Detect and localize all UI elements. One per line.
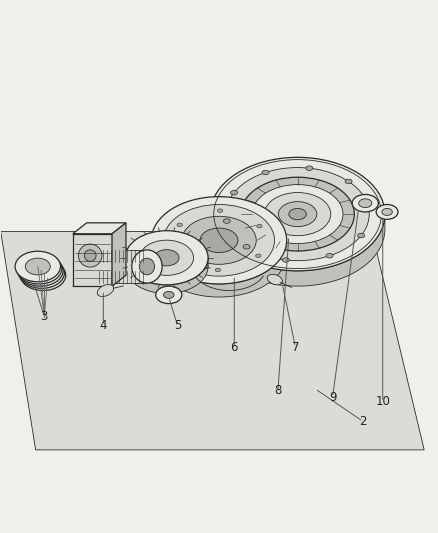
Ellipse shape bbox=[176, 253, 181, 256]
Ellipse shape bbox=[18, 256, 63, 286]
Ellipse shape bbox=[217, 209, 223, 212]
Ellipse shape bbox=[29, 265, 54, 281]
Ellipse shape bbox=[358, 233, 365, 238]
Text: 2: 2 bbox=[359, 415, 367, 428]
Polygon shape bbox=[210, 214, 385, 286]
Ellipse shape bbox=[154, 249, 179, 266]
Text: 5: 5 bbox=[174, 319, 181, 332]
Ellipse shape bbox=[84, 250, 96, 261]
Polygon shape bbox=[73, 223, 126, 234]
Ellipse shape bbox=[155, 286, 182, 304]
Text: 10: 10 bbox=[375, 395, 390, 408]
Ellipse shape bbox=[345, 179, 352, 184]
Ellipse shape bbox=[279, 201, 317, 227]
Ellipse shape bbox=[256, 254, 261, 257]
Ellipse shape bbox=[283, 258, 290, 262]
Ellipse shape bbox=[125, 260, 208, 273]
Ellipse shape bbox=[19, 258, 64, 288]
Ellipse shape bbox=[243, 245, 250, 249]
Ellipse shape bbox=[200, 228, 238, 253]
Polygon shape bbox=[73, 275, 126, 286]
Text: 8: 8 bbox=[274, 384, 282, 398]
Ellipse shape bbox=[326, 254, 333, 258]
Ellipse shape bbox=[102, 250, 122, 283]
Ellipse shape bbox=[182, 216, 256, 264]
Text: 4: 4 bbox=[99, 319, 107, 332]
Text: 6: 6 bbox=[230, 341, 238, 354]
Ellipse shape bbox=[252, 184, 343, 244]
Ellipse shape bbox=[267, 274, 283, 285]
Ellipse shape bbox=[215, 268, 221, 272]
Ellipse shape bbox=[289, 208, 306, 220]
Polygon shape bbox=[73, 234, 112, 286]
Text: 9: 9 bbox=[329, 391, 336, 404]
Text: 7: 7 bbox=[292, 341, 299, 354]
Ellipse shape bbox=[223, 219, 230, 223]
Ellipse shape bbox=[382, 208, 392, 215]
Ellipse shape bbox=[177, 223, 182, 227]
Polygon shape bbox=[151, 240, 287, 297]
Ellipse shape bbox=[16, 253, 62, 284]
Polygon shape bbox=[112, 223, 126, 286]
Ellipse shape bbox=[139, 258, 155, 275]
Polygon shape bbox=[90, 250, 147, 283]
Ellipse shape bbox=[132, 250, 162, 283]
Ellipse shape bbox=[140, 240, 194, 276]
Ellipse shape bbox=[257, 224, 262, 228]
Ellipse shape bbox=[230, 190, 237, 195]
Polygon shape bbox=[125, 258, 208, 294]
Ellipse shape bbox=[25, 258, 50, 275]
Ellipse shape bbox=[352, 195, 378, 212]
Ellipse shape bbox=[31, 267, 56, 284]
Ellipse shape bbox=[226, 167, 369, 261]
Ellipse shape bbox=[163, 292, 174, 298]
Ellipse shape bbox=[306, 166, 313, 171]
Ellipse shape bbox=[163, 205, 275, 276]
Ellipse shape bbox=[210, 157, 385, 271]
Ellipse shape bbox=[359, 199, 372, 207]
Ellipse shape bbox=[151, 240, 287, 266]
Text: 3: 3 bbox=[41, 310, 48, 323]
Ellipse shape bbox=[365, 205, 372, 209]
Ellipse shape bbox=[262, 170, 269, 175]
Ellipse shape bbox=[151, 197, 287, 284]
Polygon shape bbox=[1, 231, 424, 450]
Ellipse shape bbox=[125, 231, 208, 285]
Ellipse shape bbox=[97, 285, 114, 296]
Ellipse shape bbox=[15, 251, 60, 282]
Ellipse shape bbox=[20, 260, 66, 290]
Ellipse shape bbox=[27, 260, 52, 277]
Ellipse shape bbox=[241, 177, 354, 251]
Ellipse shape bbox=[28, 262, 53, 279]
Ellipse shape bbox=[265, 192, 331, 236]
Ellipse shape bbox=[78, 244, 102, 267]
Ellipse shape bbox=[376, 205, 398, 220]
